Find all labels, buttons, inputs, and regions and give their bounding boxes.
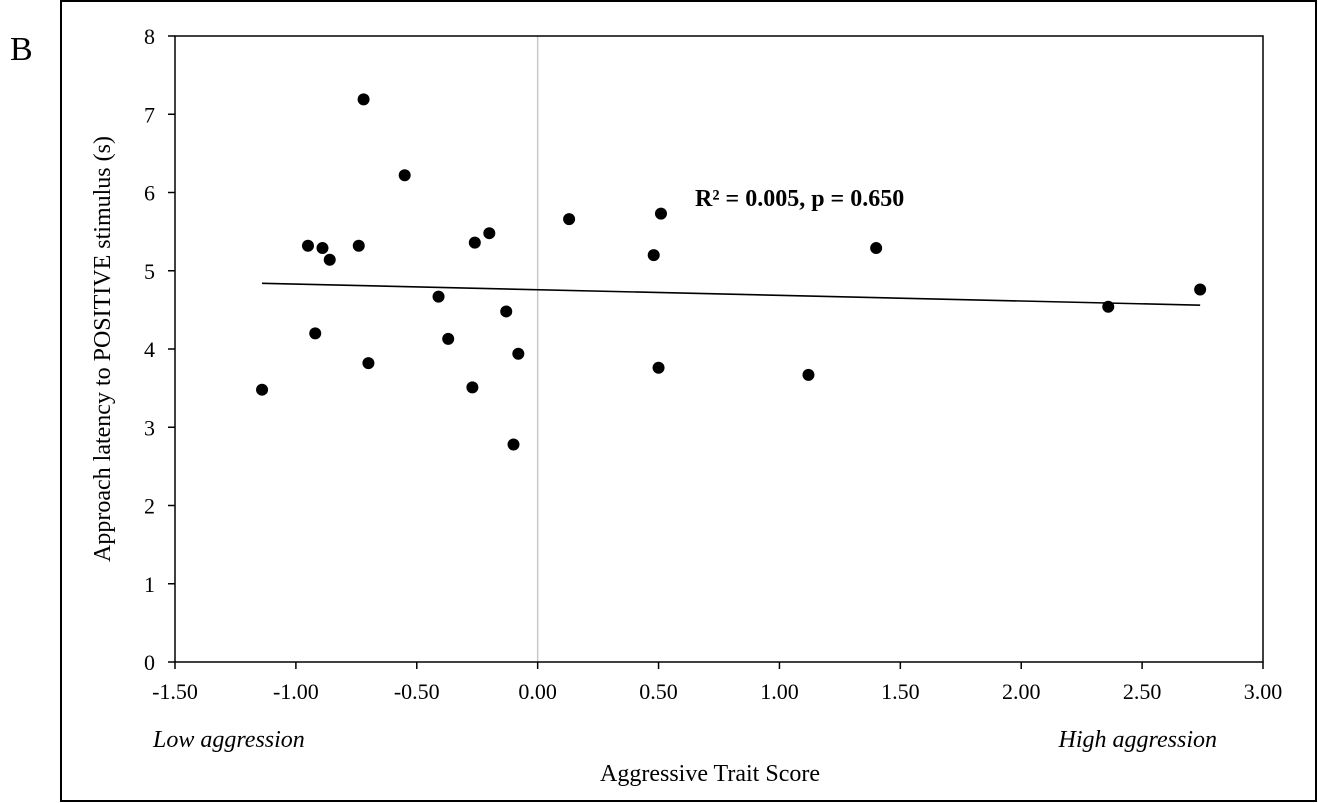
x-tick-label: -0.50: [394, 679, 440, 704]
x-tick-label: 3.00: [1244, 679, 1283, 704]
x-tick-label: 2.00: [1002, 679, 1041, 704]
x-axis-title: Aggressive Trait Score: [600, 761, 820, 787]
y-tick-label: 6: [144, 181, 155, 206]
x-tick-label: 1.50: [881, 679, 920, 704]
data-point: [316, 242, 329, 255]
x-tick-label: -1.50: [152, 679, 198, 704]
y-tick-label: 1: [144, 572, 155, 597]
data-point: [802, 368, 815, 381]
data-point: [1102, 300, 1115, 313]
data-point: [507, 438, 520, 451]
outer-frame: [60, 0, 1317, 802]
data-point: [398, 169, 411, 182]
data-point: [1194, 283, 1207, 296]
data-point: [647, 249, 660, 262]
y-axis-title: Approach latency to POSITIVE stimulus (s…: [90, 136, 116, 562]
y-tick-label: 4: [144, 337, 155, 362]
data-point: [512, 347, 525, 360]
data-point: [352, 239, 365, 252]
data-point: [466, 381, 479, 394]
data-point: [870, 242, 883, 255]
data-point: [309, 327, 322, 340]
data-point: [652, 361, 665, 374]
y-tick-label: 8: [144, 24, 155, 49]
trendline: [262, 282, 1201, 306]
y-axis: 0 1 2 3 4 5 6 7 8: [144, 24, 175, 675]
low-aggression-note: Low aggression: [152, 727, 305, 753]
data-point: [483, 227, 496, 240]
y-tick-label: 2: [144, 494, 155, 519]
data-point: [301, 239, 314, 252]
data-points: [256, 93, 1207, 451]
y-tick-label: 7: [144, 102, 155, 127]
x-tick-label: 1.00: [760, 679, 799, 704]
data-point: [256, 383, 269, 396]
data-point: [432, 290, 445, 303]
x-tick-label: 0.00: [518, 679, 557, 704]
y-tick-label: 0: [144, 650, 155, 675]
x-axis: -1.50 -1.00 -0.50 0.00 0.50 1.00 1.50 2.00 2.50 3…: [152, 662, 1282, 704]
regression-annotation: R² = 0.005, p = 0.650: [695, 186, 904, 212]
y-tick-label: 3: [144, 415, 155, 440]
data-point: [323, 253, 336, 266]
x-tick-label: 0.50: [639, 679, 678, 704]
x-tick-label: 2.50: [1123, 679, 1162, 704]
plot-area: [174, 35, 1264, 663]
x-tick-label: -1.00: [273, 679, 319, 704]
y-tick-label: 5: [144, 259, 155, 284]
data-point: [500, 305, 513, 318]
panel-label: B: [10, 31, 33, 68]
plot-border: [174, 35, 1264, 663]
data-point: [468, 236, 481, 249]
high-aggression-note: High aggression: [1058, 727, 1217, 753]
data-point: [442, 332, 455, 345]
data-point: [654, 207, 667, 220]
data-point: [563, 213, 576, 226]
data-point: [362, 357, 375, 370]
data-point: [357, 93, 370, 106]
